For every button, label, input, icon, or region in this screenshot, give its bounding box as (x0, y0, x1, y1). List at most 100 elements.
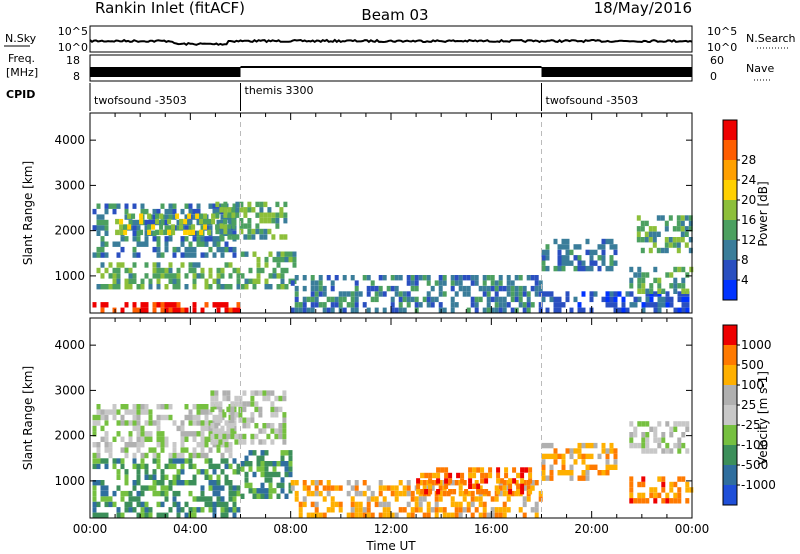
freq-unit: [MHz] (6, 66, 38, 79)
cell-701 (482, 291, 487, 297)
cell-284 (200, 252, 205, 258)
cell-300 (208, 225, 213, 231)
cell-566 (260, 482, 265, 489)
cell-669 (450, 307, 455, 313)
cell-774 (541, 291, 546, 297)
cell-767 (450, 496, 455, 502)
cell-955 (685, 272, 690, 278)
cell-228 (164, 241, 169, 247)
cell-229 (164, 236, 169, 242)
cell-222 (92, 442, 97, 448)
cell-578 (342, 275, 347, 281)
cell-798 (482, 512, 487, 518)
cell-630 (406, 302, 411, 308)
cell-40 (120, 496, 125, 502)
cell-842 (669, 296, 674, 303)
cell-232 (96, 409, 101, 415)
cell-3 (104, 302, 109, 308)
cell-604 (374, 291, 379, 297)
cell-85 (148, 474, 153, 480)
cell-887 (472, 467, 477, 473)
cell-465 (231, 212, 236, 218)
cell-486 (251, 234, 256, 240)
cell-143 (92, 208, 97, 215)
cell-820 (502, 490, 507, 497)
cell-947 (673, 266, 678, 273)
cell-529 (294, 275, 299, 281)
cell-398 (216, 442, 221, 448)
cell-543 (310, 285, 315, 292)
cell-941 (665, 272, 670, 278)
cell-348 (119, 218, 124, 225)
cell-931 (645, 288, 650, 294)
cell-449 (218, 412, 223, 418)
cell-36 (116, 474, 121, 480)
cell-834 (522, 512, 527, 518)
cell-809 (617, 307, 622, 313)
cell-897 (484, 472, 489, 479)
cell-54 (132, 507, 137, 513)
cell-480 (238, 395, 243, 402)
cell-681 (458, 275, 463, 281)
cell-861 (428, 478, 433, 484)
cell-564 (330, 302, 335, 308)
cell-788 (470, 496, 475, 502)
cell-160 (104, 230, 109, 236)
cell-583 (268, 471, 273, 478)
cell-1056 (653, 448, 658, 454)
cell-377 (204, 452, 209, 459)
cell-964 (640, 220, 645, 227)
cell-893 (480, 472, 485, 479)
cell-905 (601, 249, 606, 256)
cell-787 (565, 291, 570, 297)
cell-345 (115, 218, 120, 225)
cell-676 (454, 291, 459, 297)
cell-209 (148, 219, 153, 226)
cell-784 (466, 501, 471, 508)
cell-535 (282, 433, 287, 440)
cell-293 (204, 236, 209, 242)
cell-648 (330, 496, 335, 502)
cell-851 (685, 307, 690, 313)
cell-438 (214, 433, 219, 440)
cell-378 (187, 213, 192, 219)
cell-286 (200, 236, 205, 242)
cell-184 (132, 252, 137, 258)
cell-1012 (657, 492, 662, 499)
cell-586 (354, 307, 359, 313)
cell-451 (219, 223, 224, 229)
cell-770 (538, 291, 543, 297)
cell-552 (318, 291, 323, 297)
cell-620 (302, 496, 307, 502)
cell-125 (216, 278, 221, 284)
cell-632 (314, 501, 319, 508)
cell-508 (262, 439, 267, 445)
cell-833 (657, 302, 662, 308)
cell-446 (218, 433, 223, 440)
cell-461 (226, 390, 231, 396)
cell-688 (378, 501, 383, 508)
cell-503 (263, 201, 268, 208)
cell-372 (175, 213, 180, 219)
cell-992 (613, 448, 618, 454)
cell-857 (424, 489, 429, 495)
cell-1059 (653, 426, 658, 432)
cell-453 (222, 412, 227, 418)
cell-238 (168, 208, 173, 215)
cell-428 (276, 251, 281, 257)
cell-324 (164, 442, 169, 448)
cell-1021 (669, 487, 674, 493)
cell-857 (541, 255, 546, 261)
cell-1022 (669, 481, 674, 488)
cell-1018 (665, 498, 670, 504)
cell-38 (224, 302, 229, 308)
cell-316 (220, 246, 225, 253)
cell-63 (124, 284, 129, 290)
cell-750 (518, 285, 523, 292)
cell-979 (660, 247, 665, 254)
cell-282 (136, 431, 141, 437)
cell-469 (235, 207, 240, 213)
cell-356 (192, 436, 197, 442)
cell-104 (180, 262, 185, 268)
